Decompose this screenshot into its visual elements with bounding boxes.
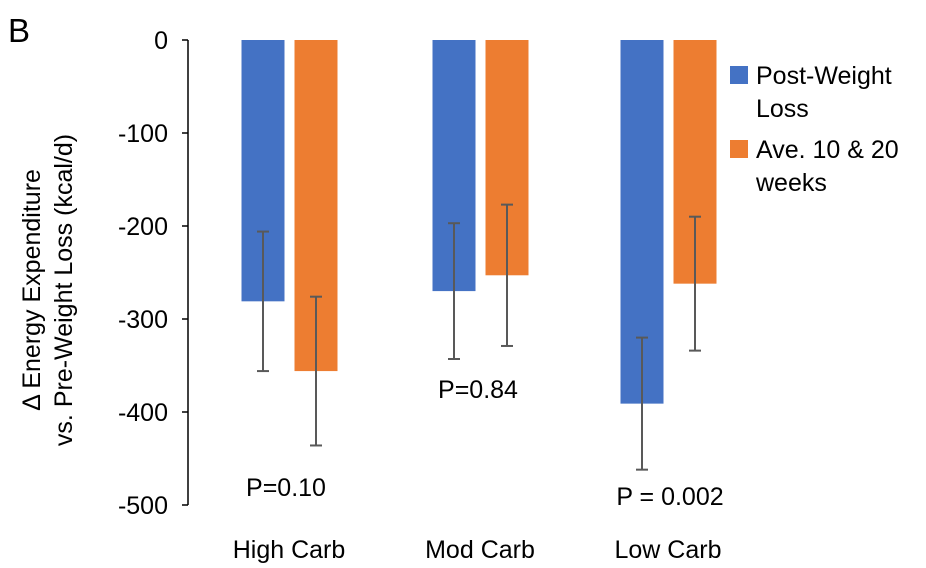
legend-label-ave-10-20-weeks-line-2: weeks: [755, 169, 827, 197]
p-value-annotations: P=0.10 P=0.84 P = 0.002: [246, 376, 724, 511]
x-category-label: Low Carb: [615, 536, 722, 564]
legend: Post-Weight Loss Ave. 10 & 20 weeks: [730, 62, 899, 197]
y-tick-label: -100: [118, 120, 168, 148]
legend-label-post-weight-loss-line-1: Post-Weight: [756, 62, 892, 90]
legend-label-ave-10-20-weeks-line-1: Ave. 10 & 20: [756, 136, 899, 164]
x-category-label: High Carb: [233, 536, 346, 564]
y-tick-label: -400: [118, 399, 168, 427]
error-bars: [257, 203, 701, 471]
y-axis-title-line-2: vs. Pre-Weight Loss (kcal/d): [50, 134, 78, 446]
legend-label-post-weight-loss-line-2: Loss: [756, 95, 809, 123]
y-axis-ticks: 0 -100 -200 -300 -400 -500: [118, 27, 188, 520]
y-tick-label: -300: [118, 306, 168, 334]
p-value-label: P=0.84: [438, 376, 518, 404]
x-category-label: Mod Carb: [425, 536, 535, 564]
bars: [241, 40, 717, 404]
y-axis-title-line-1: Δ Energy Expenditure: [18, 169, 46, 411]
y-tick-label: -200: [118, 213, 168, 241]
y-axis-title: Δ Energy Expenditure vs. Pre-Weight Loss…: [18, 134, 78, 446]
panel-label: B: [8, 12, 30, 49]
y-tick-label: 0: [154, 27, 168, 55]
legend-swatch-ave-10-20-weeks: [730, 140, 748, 158]
p-value-label: P=0.10: [246, 474, 326, 502]
p-value-label: P = 0.002: [616, 483, 723, 511]
category-labels: High Carb Mod Carb Low Carb: [233, 536, 722, 564]
y-tick-label: -500: [118, 492, 168, 520]
legend-swatch-post-weight-loss: [730, 66, 748, 84]
